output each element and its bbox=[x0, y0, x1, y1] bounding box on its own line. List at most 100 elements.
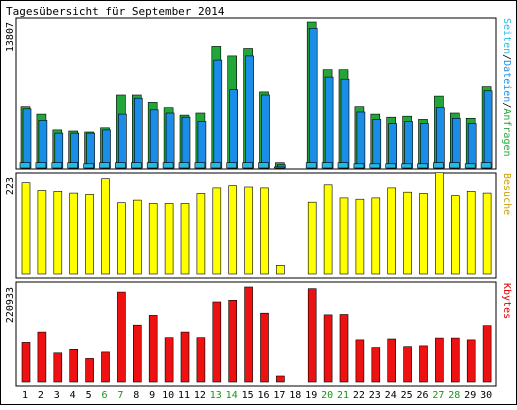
top-max-label: 13807 bbox=[5, 22, 16, 52]
bar-dateien-day-10 bbox=[165, 112, 175, 169]
bar-besuche-day-15 bbox=[244, 186, 253, 275]
bar-besuche-day-14 bbox=[228, 185, 237, 275]
bar-kbytes-day-20 bbox=[323, 314, 333, 383]
day-label-22: 22 bbox=[353, 390, 365, 401]
top-panel-frame bbox=[15, 17, 497, 170]
day-label-6: 6 bbox=[101, 390, 107, 401]
bar-kbytes-day-2 bbox=[37, 331, 47, 383]
bar-besuche-day-5 bbox=[85, 194, 94, 275]
bar-seiten-day-28 bbox=[448, 162, 460, 169]
day-label-15: 15 bbox=[242, 390, 254, 401]
bar-besuche-day-24 bbox=[387, 187, 397, 275]
bar-dateien-day-8 bbox=[134, 97, 143, 169]
day-label-23: 23 bbox=[369, 390, 381, 401]
bar-dateien-day-24 bbox=[388, 123, 398, 169]
bar-dateien-day-22 bbox=[356, 111, 366, 169]
middle-legend: Besuche bbox=[501, 173, 512, 215]
bar-seiten-day-30 bbox=[480, 162, 492, 169]
bar-besuche-day-19 bbox=[307, 201, 317, 275]
bottom-legend: Kbytes bbox=[501, 283, 512, 319]
bar-seiten-day-22 bbox=[353, 163, 365, 169]
bar-seiten-day-19 bbox=[305, 162, 317, 169]
bar-besuche-day-6 bbox=[101, 178, 110, 275]
bar-dateien-day-20 bbox=[324, 76, 334, 169]
bar-dateien-day-14 bbox=[229, 89, 238, 169]
bar-dateien-day-7 bbox=[118, 113, 127, 169]
bar-dateien-day-1 bbox=[22, 108, 32, 169]
day-label-20: 20 bbox=[321, 390, 333, 401]
day-label-13: 13 bbox=[210, 390, 222, 401]
bar-seiten-day-15 bbox=[242, 162, 253, 169]
bar-besuche-day-16 bbox=[260, 187, 269, 275]
bar-kbytes-day-14 bbox=[228, 299, 237, 383]
top-legend-part-4: Anfragen bbox=[501, 108, 512, 156]
day-label-5: 5 bbox=[86, 390, 92, 401]
bar-seiten-day-14 bbox=[226, 162, 237, 169]
bottom-max-label: 220933 bbox=[5, 287, 16, 323]
bar-besuche-day-23 bbox=[371, 197, 381, 275]
day-label-3: 3 bbox=[54, 390, 60, 401]
day-label-24: 24 bbox=[385, 390, 397, 401]
bar-kbytes-day-4 bbox=[69, 348, 78, 383]
bar-seiten-day-8 bbox=[131, 162, 142, 169]
bar-kbytes-day-19 bbox=[307, 288, 317, 383]
bar-kbytes-day-17 bbox=[276, 375, 285, 383]
bar-kbytes-day-30 bbox=[482, 325, 492, 383]
bar-kbytes-day-29 bbox=[466, 339, 476, 383]
bar-kbytes-day-24 bbox=[387, 338, 397, 383]
top-legend-part-2: Dateien bbox=[501, 60, 512, 102]
bar-dateien-day-19 bbox=[308, 28, 318, 169]
bar-dateien-day-6 bbox=[102, 129, 111, 169]
bar-besuche-day-13 bbox=[212, 187, 222, 275]
bottom-legend-part-0: Kbytes bbox=[501, 283, 512, 319]
bar-seiten-day-4 bbox=[67, 162, 78, 169]
day-label-17: 17 bbox=[273, 390, 285, 401]
bar-seiten-day-23 bbox=[369, 163, 381, 169]
bar-besuche-day-21 bbox=[339, 197, 349, 275]
bar-dateien-day-13 bbox=[213, 59, 223, 169]
bar-seiten-day-29 bbox=[464, 163, 476, 169]
bar-besuche-day-25 bbox=[403, 191, 412, 275]
bar-dateien-day-29 bbox=[467, 123, 477, 169]
bar-kbytes-day-13 bbox=[212, 301, 222, 383]
bar-dateien-day-25 bbox=[404, 121, 413, 169]
day-label-8: 8 bbox=[133, 390, 139, 401]
bar-kbytes-day-21 bbox=[339, 314, 349, 383]
bar-dateien-day-21 bbox=[340, 78, 350, 169]
bar-seiten-day-26 bbox=[417, 163, 428, 169]
bar-seiten-day-11 bbox=[178, 162, 190, 169]
bar-dateien-day-15 bbox=[245, 55, 254, 169]
bar-besuche-day-9 bbox=[148, 203, 158, 275]
bar-kbytes-day-15 bbox=[244, 286, 253, 383]
bar-seiten-day-3 bbox=[51, 162, 63, 169]
middle-legend-part-0: Besuche bbox=[501, 173, 512, 215]
bar-kbytes-day-28 bbox=[450, 337, 460, 383]
day-label-2: 2 bbox=[38, 390, 44, 401]
bar-seiten-day-21 bbox=[337, 162, 349, 169]
bar-dateien-day-26 bbox=[420, 123, 429, 169]
bar-dateien-day-11 bbox=[181, 116, 191, 169]
day-label-27: 27 bbox=[432, 390, 444, 401]
bar-seiten-day-13 bbox=[210, 162, 222, 169]
day-label-14: 14 bbox=[226, 390, 238, 401]
day-label-7: 7 bbox=[117, 390, 123, 401]
bar-seiten-day-12 bbox=[194, 162, 206, 169]
bar-kbytes-day-22 bbox=[355, 339, 365, 383]
bar-kbytes-day-5 bbox=[85, 358, 94, 383]
bar-dateien-day-12 bbox=[197, 121, 207, 169]
bar-seiten-day-24 bbox=[385, 163, 397, 169]
bar-besuche-day-3 bbox=[53, 191, 63, 275]
day-label-4: 4 bbox=[70, 390, 76, 401]
bar-dateien-day-2 bbox=[38, 120, 48, 169]
bar-seiten-day-2 bbox=[35, 162, 47, 169]
bottom-panel-frame bbox=[15, 281, 497, 387]
bar-besuche-day-27 bbox=[435, 172, 444, 275]
bar-besuche-day-20 bbox=[323, 184, 333, 275]
middle-max-label: 223 bbox=[5, 177, 16, 195]
bars-layer bbox=[19, 21, 493, 383]
day-label-1: 1 bbox=[22, 390, 28, 401]
bar-dateien-day-30 bbox=[483, 90, 493, 169]
top-legend-part-0: Seiten bbox=[501, 18, 512, 54]
